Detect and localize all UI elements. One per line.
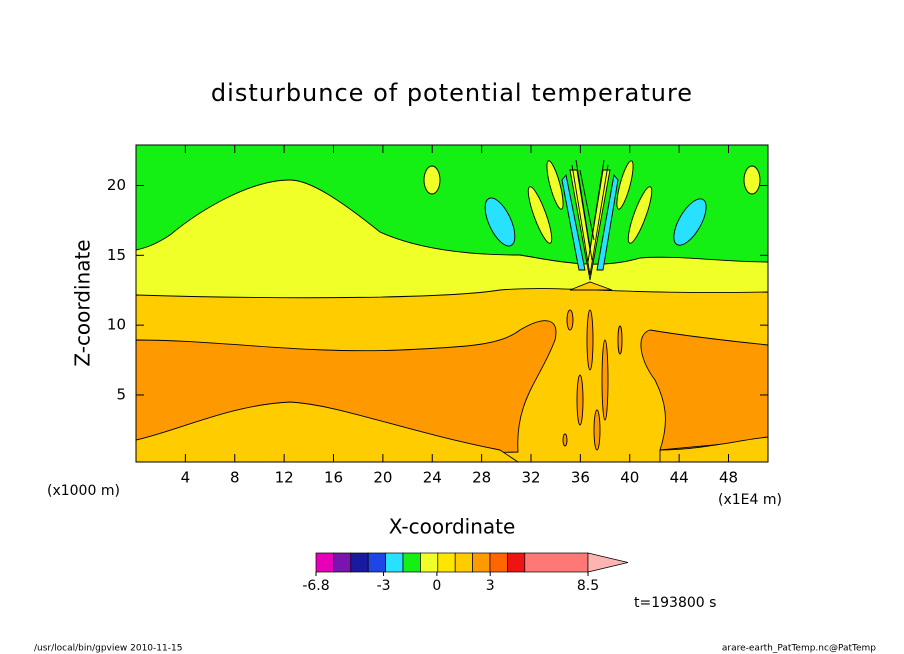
x-tick-label: 28	[472, 469, 491, 487]
colorbar-tick-label: 0	[432, 578, 441, 594]
colorbar-box	[367, 552, 386, 573]
colorbar-box	[333, 552, 352, 573]
colorbar-box	[472, 552, 491, 573]
y-axis-label: Z-coordinate	[71, 239, 95, 366]
x-tick-label: 48	[719, 469, 738, 487]
x-tick-label: 16	[324, 469, 343, 487]
y-tick-label: 10	[107, 316, 126, 334]
x-axis-label: X-coordinate	[389, 515, 516, 539]
colorbar-box	[489, 552, 508, 573]
colorbar-box	[315, 552, 334, 573]
colorbar-box	[385, 552, 404, 573]
colorbar-tick-label: -3	[377, 578, 391, 594]
x-unit-left: (x1000 m)	[47, 483, 120, 499]
chart-title: disturbunce of potential temperature	[211, 79, 693, 107]
footer-right: arare-earth_PatTemp.nc@PatTemp	[722, 644, 876, 654]
x-tick-label: 24	[423, 469, 442, 487]
x-tick-label: 36	[571, 469, 590, 487]
colorbar-box	[437, 552, 456, 573]
x-tick-label: 32	[521, 469, 540, 487]
y-tick-label: 15	[107, 246, 126, 264]
colorbar-box	[507, 552, 526, 573]
x-tick-label: 4	[181, 469, 191, 487]
colorbar-box	[454, 552, 473, 573]
y-tick-label: 5	[116, 385, 126, 403]
colorbar-tick-label: 8.5	[577, 578, 599, 594]
x-tick-label: 12	[275, 469, 294, 487]
colorbar-tick-label: 3	[486, 578, 495, 594]
x-unit-right: (x1E4 m)	[718, 492, 782, 508]
x-tick-label: 44	[670, 469, 689, 487]
colorbar-extend	[587, 552, 629, 573]
y-tick-label: 20	[107, 176, 126, 194]
x-tick-label: 40	[620, 469, 639, 487]
colorbar-box	[350, 552, 369, 573]
colorbar-tick-label: -6.8	[302, 578, 329, 594]
colorbar-box	[420, 552, 439, 573]
colorbar-box	[402, 552, 421, 573]
contour-field	[136, 145, 768, 462]
time-label: t=193800 s	[634, 595, 716, 611]
footer-left: /usr/local/bin/gpview 2010-11-15	[34, 644, 182, 654]
x-tick-label: 20	[373, 469, 392, 487]
x-tick-label: 8	[230, 469, 240, 487]
plot-frame	[135, 144, 769, 463]
colorbar-box	[524, 552, 589, 573]
